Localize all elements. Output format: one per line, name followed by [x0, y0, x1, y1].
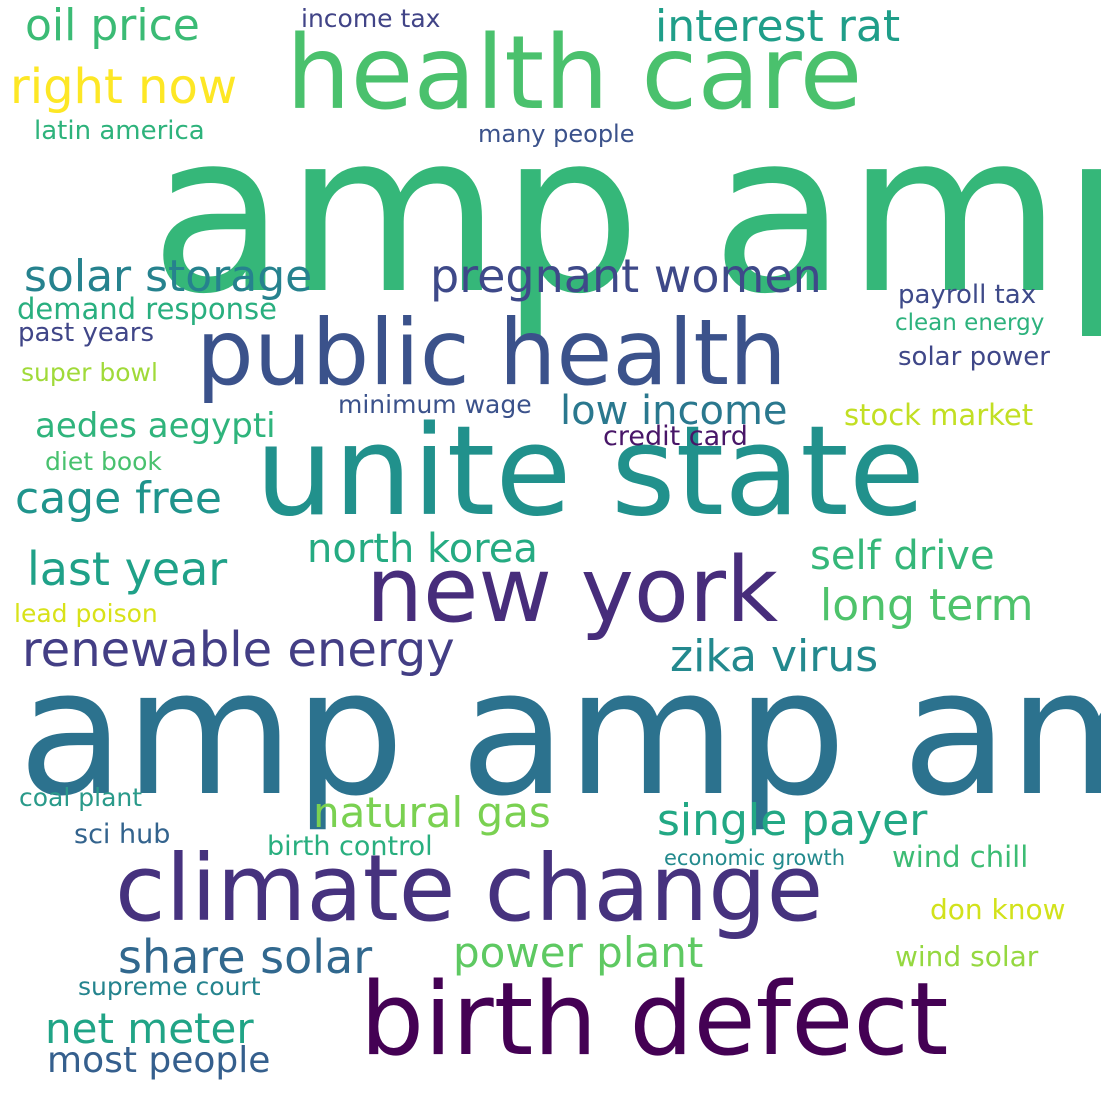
word-minimum-wage: minimum wage [338, 390, 532, 419]
word-birth-defect: birth defect [360, 960, 949, 1078]
word-birth-control: birth control [267, 831, 433, 862]
word-unite-state: unite state [255, 400, 926, 544]
word-super-bowl: super bowl [21, 358, 158, 387]
word-sci-hub: sci hub [74, 819, 171, 850]
word-long-term: long term [820, 580, 1034, 631]
word-income-tax: income tax [301, 4, 441, 33]
word-payroll-tax: payroll tax [898, 280, 1037, 310]
word-stock-market: stock market [844, 398, 1034, 432]
word-lead-poison: lead poison [14, 599, 158, 628]
word-net-meter: net meter [45, 1004, 254, 1053]
word-credit-card: credit card [603, 421, 748, 452]
word-right-now: right now [10, 59, 238, 115]
word-north-korea: north korea [307, 526, 538, 572]
word-aedes-aegypti: aedes aegypti [35, 406, 276, 446]
word-self-drive: self drive [810, 533, 995, 579]
word-power-plant: power plant [453, 928, 704, 977]
word-latin-america: latin america [34, 116, 205, 146]
word-zika-virus: zika virus [670, 631, 879, 682]
word-economic-growth: economic growth [664, 846, 846, 870]
word-interest-rat: interest rat [655, 1, 901, 52]
word-renewable-energy: renewable energy [22, 622, 455, 678]
word-climate-change: climate change [115, 835, 824, 942]
word-amp-amp: amp amp [150, 86, 1101, 343]
word-natural-gas: natural gas [313, 788, 551, 837]
word-wind-solar: wind solar [895, 940, 1039, 973]
word-health-care: health care [286, 14, 863, 133]
word-demand-response: demand response [17, 292, 277, 326]
word-amp-amp-amp: amp amp amp [18, 632, 1101, 835]
word-single-payer: single payer [657, 795, 928, 846]
word-cage-free: cage free [15, 473, 222, 524]
word-low-income: low income [560, 388, 788, 434]
word-last-year: last year [27, 542, 228, 596]
word-solar-power: solar power [898, 342, 1050, 372]
word-oil-price: oil price [25, 0, 200, 51]
word-coal-plant: coal plant [19, 783, 143, 812]
word-public-health: public health [196, 301, 787, 406]
word-most-people: most people [47, 1040, 271, 1081]
word-new-york: new york [366, 538, 779, 643]
word-many-people: many people [478, 120, 635, 148]
word-don-know: don know [930, 893, 1066, 926]
word-solar-storage: solar storage [24, 251, 313, 302]
word-clean-energy: clean energy [895, 310, 1045, 336]
word-share-solar: share solar [118, 930, 373, 984]
word-pregnant-women: pregnant women [430, 249, 822, 303]
word-supreme-court: supreme court [78, 972, 261, 1001]
word-diet-book: diet book [45, 447, 162, 476]
word-past-years: past years [18, 318, 154, 348]
word-wind-chill: wind chill [892, 840, 1029, 874]
